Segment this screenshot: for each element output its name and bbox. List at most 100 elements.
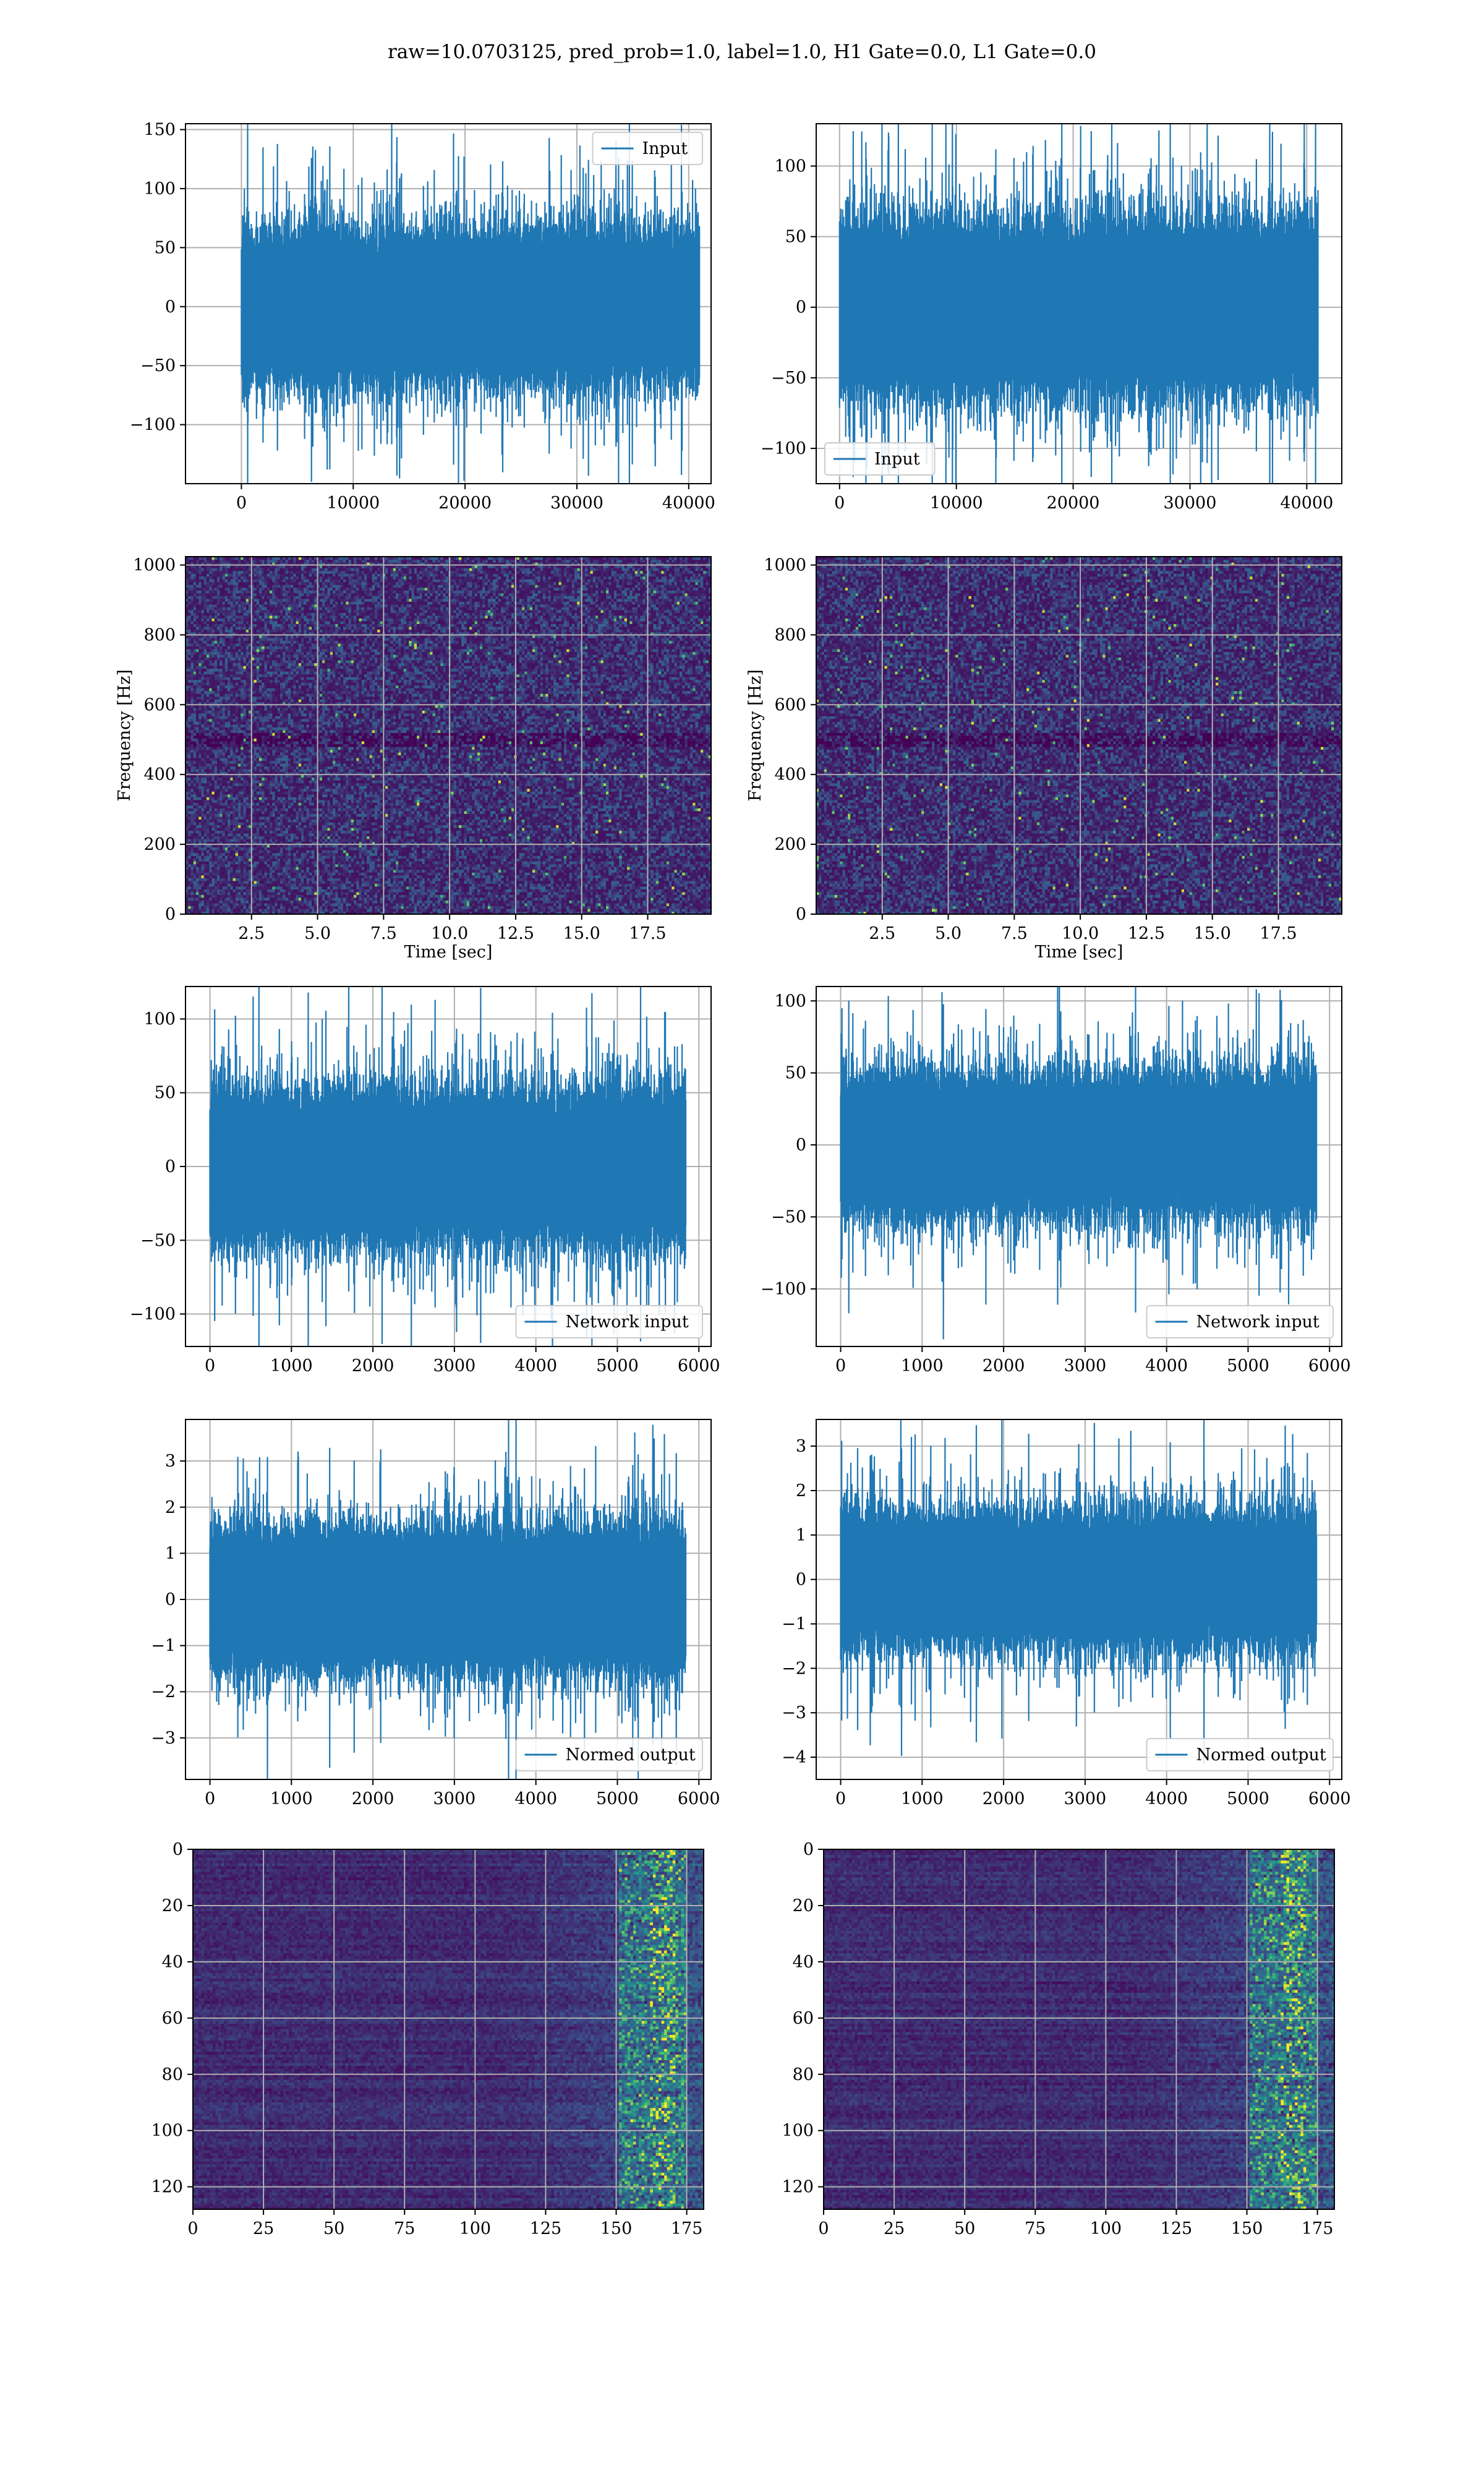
x-tick-label: 10000	[326, 494, 380, 513]
heatmap-cell	[469, 886, 472, 889]
heatmap-cell	[333, 847, 336, 850]
heatmap-cell	[527, 889, 531, 892]
heatmap-cell	[459, 892, 462, 895]
heatmap-cell	[696, 894, 699, 897]
heatmap-cell	[517, 889, 520, 892]
heatmap-cell	[196, 864, 199, 867]
heatmap-cell	[275, 878, 278, 881]
heatmap-cell	[698, 861, 701, 864]
heatmap-cell	[451, 900, 454, 903]
heatmap-cell	[322, 883, 325, 886]
heatmap-cell	[228, 850, 231, 853]
heatmap-cell	[367, 855, 370, 858]
heatmap-cell	[393, 850, 396, 853]
heatmap-cell	[682, 889, 685, 892]
heatmap-cell	[244, 897, 247, 901]
heatmap-cell	[301, 875, 304, 878]
heatmap-cell	[664, 870, 667, 873]
heatmap-cell	[343, 900, 346, 903]
heatmap-cell	[446, 883, 449, 886]
heatmap-cell	[569, 870, 573, 873]
heatmap-cell	[603, 881, 607, 884]
heatmap-cell	[612, 875, 615, 878]
heatmap-cell	[524, 909, 527, 912]
heatmap-cell	[675, 870, 678, 873]
heatmap-cell	[622, 878, 625, 881]
heatmap-cell	[372, 864, 375, 867]
heatmap-cell	[236, 889, 239, 892]
heatmap-cell	[377, 889, 380, 892]
heatmap-cell	[238, 881, 241, 884]
heatmap-cell	[569, 864, 573, 867]
heatmap-cell	[314, 861, 317, 864]
heatmap-cell	[322, 870, 325, 873]
heatmap-cell	[398, 886, 401, 889]
heatmap-cell	[606, 905, 609, 909]
heatmap-cell	[215, 858, 218, 862]
heatmap-cell	[685, 892, 688, 895]
heatmap-cell	[677, 883, 680, 886]
heatmap-cell	[241, 881, 244, 884]
heatmap-cell	[524, 858, 527, 862]
heatmap-cell	[574, 875, 578, 878]
heatmap-cell	[299, 886, 302, 889]
heatmap-cell	[409, 875, 412, 878]
heatmap-cell	[330, 870, 333, 873]
heatmap-cell	[506, 864, 510, 867]
heatmap-cell	[275, 847, 278, 850]
heatmap-cell	[675, 894, 678, 897]
heatmap-cell	[519, 883, 522, 886]
heatmap-cell	[693, 883, 696, 886]
heatmap-cell	[593, 897, 596, 901]
heatmap-cell	[522, 878, 525, 881]
heatmap-cell	[265, 886, 268, 889]
heatmap-cell	[648, 905, 651, 909]
heatmap-cell	[601, 855, 604, 858]
heatmap-cell	[519, 909, 522, 912]
heatmap-cell	[524, 903, 527, 906]
heatmap-cell	[543, 872, 546, 875]
heatmap-cell	[556, 900, 559, 903]
heatmap-cell	[401, 897, 404, 901]
heatmap-cell	[601, 889, 604, 892]
heatmap-cell	[633, 847, 636, 850]
heatmap-cell	[194, 909, 197, 912]
heatmap-cell	[543, 875, 546, 878]
heatmap-cell	[701, 909, 704, 912]
heatmap-cell	[454, 886, 457, 889]
heatmap-cell	[404, 894, 407, 897]
heatmap-cell	[307, 872, 310, 875]
heatmap-cell	[351, 855, 354, 858]
heatmap-cell	[482, 883, 485, 886]
heatmap-cell	[422, 853, 425, 856]
heatmap-cell	[524, 881, 527, 884]
heatmap-cell	[307, 886, 310, 889]
heatmap-cell	[672, 867, 675, 870]
heatmap-cell	[270, 881, 273, 884]
heatmap-cell	[545, 903, 548, 906]
heatmap-cell	[440, 909, 443, 912]
heatmap-cell	[267, 892, 270, 895]
heatmap-cell	[225, 870, 228, 873]
heatmap-cell	[485, 853, 488, 856]
heatmap-cell	[204, 875, 207, 878]
heatmap-cell	[643, 853, 646, 856]
heatmap-cell	[595, 892, 599, 895]
heatmap-cells	[186, 557, 712, 915]
heatmap-cell	[566, 850, 569, 853]
heatmap-cell	[593, 847, 596, 850]
heatmap-cell	[690, 864, 693, 867]
heatmap-cell	[425, 872, 428, 875]
heatmap-cell	[230, 861, 233, 864]
heatmap-cell	[314, 853, 317, 856]
heatmap-cell	[228, 881, 231, 884]
heatmap-cell	[614, 883, 617, 886]
heatmap-cell	[625, 858, 628, 862]
heatmap-cell	[440, 881, 443, 884]
heatmap-cell	[485, 855, 488, 858]
heatmap-cell	[454, 903, 457, 906]
heatmap-cell	[446, 900, 449, 903]
heatmap-cell	[477, 897, 480, 901]
heatmap-cell	[419, 897, 422, 901]
heatmap-cell	[288, 861, 291, 864]
